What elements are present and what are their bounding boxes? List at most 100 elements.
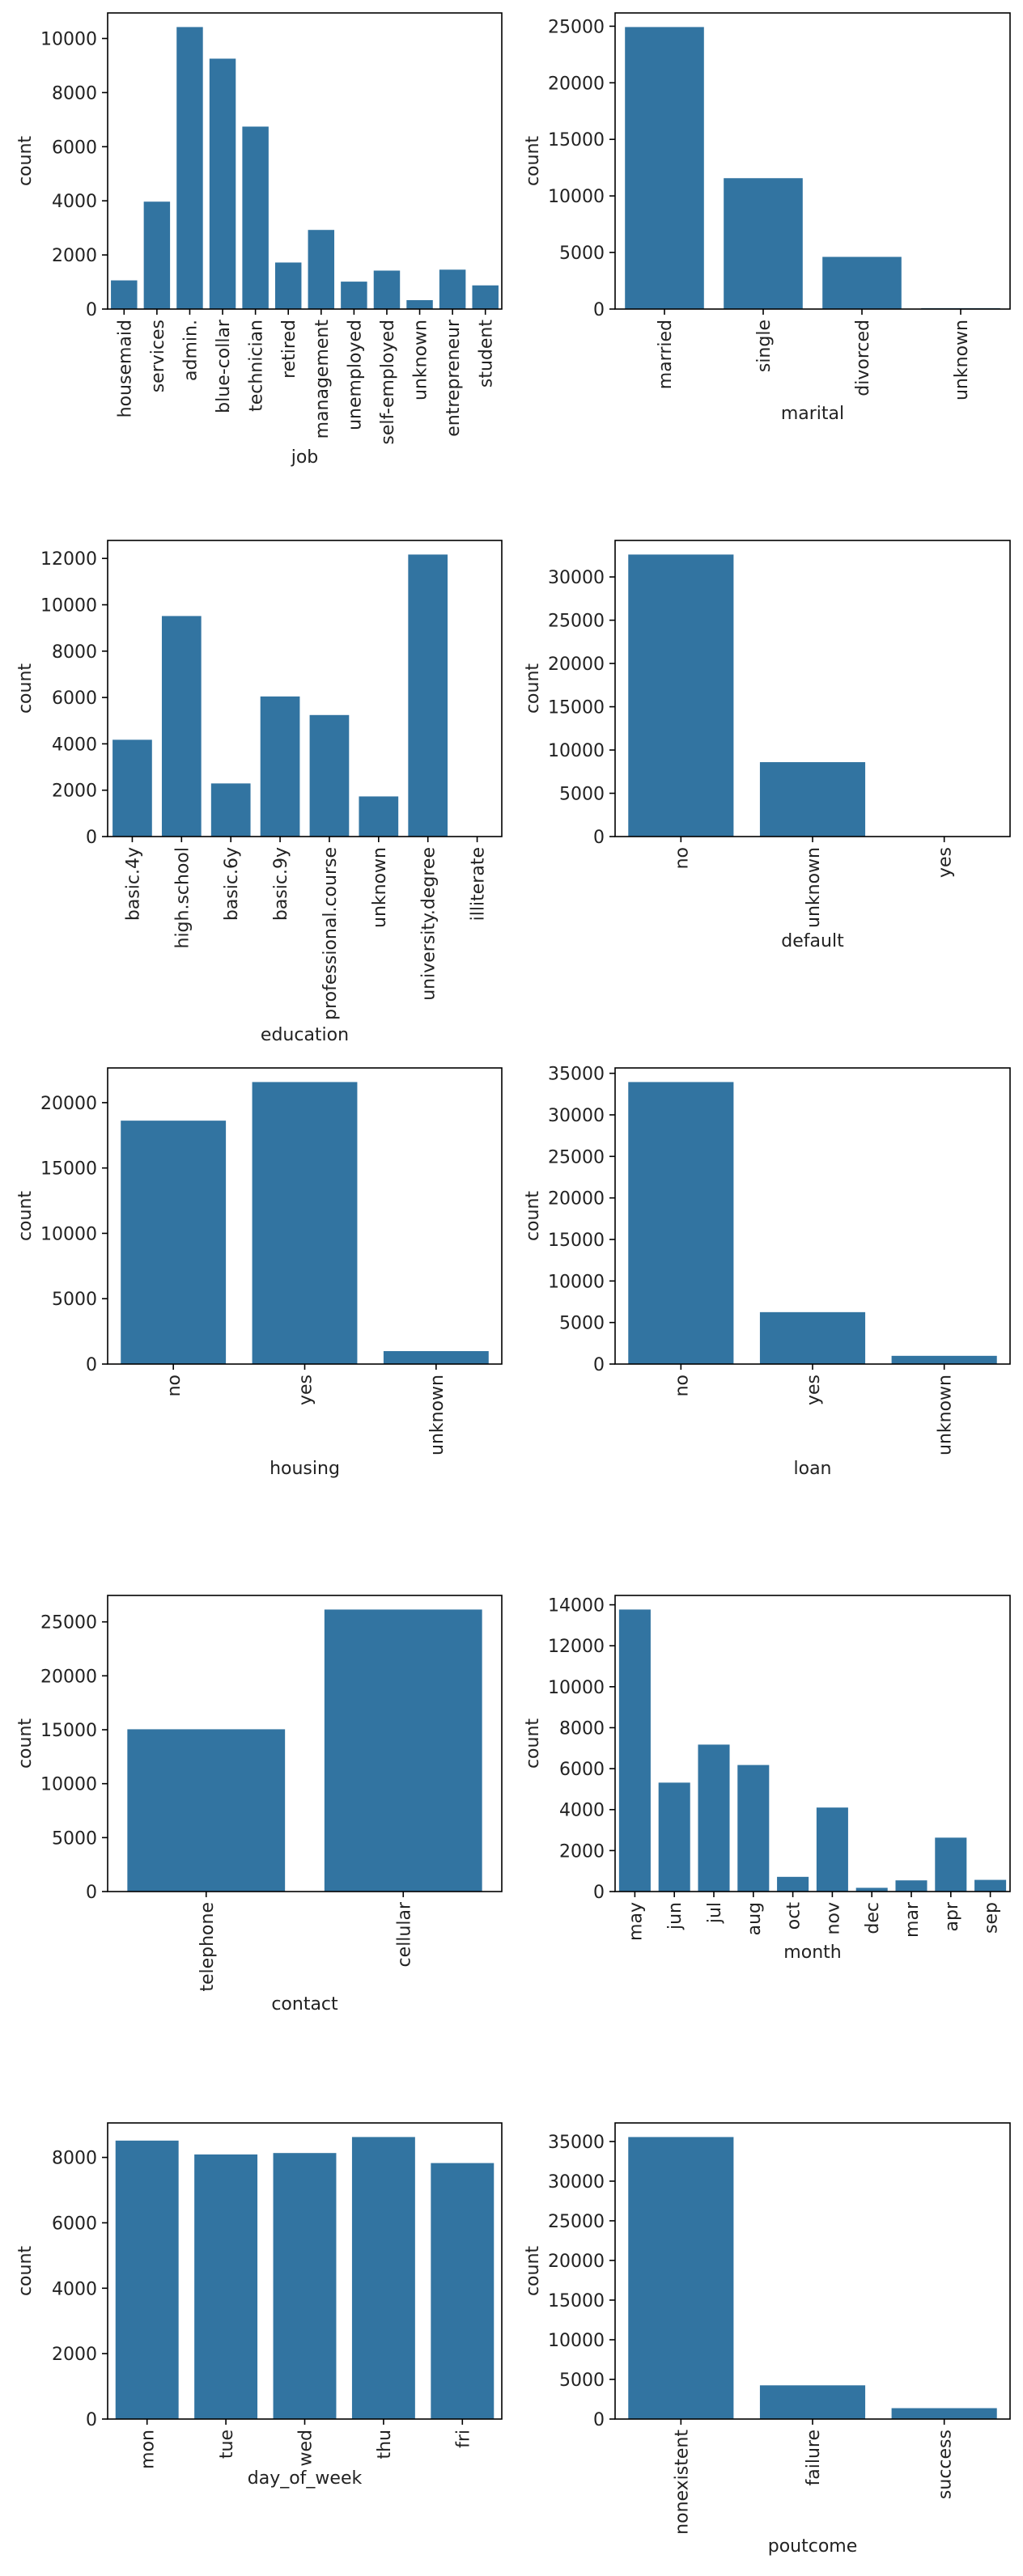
y-tick-label: 2000: [52, 782, 97, 802]
y-tick-label: 4000: [52, 192, 97, 212]
y-axis-label: count: [15, 1191, 36, 1241]
x-tick-label: telephone: [197, 1902, 218, 1992]
y-tick-label: 6000: [559, 1760, 605, 1780]
y-tick-label: 0: [593, 1355, 605, 1375]
bar-education-basic-6y: [210, 783, 251, 837]
y-tick-label: 15000: [548, 130, 605, 150]
y-tick-label: 20000: [548, 655, 605, 675]
y-tick-label: 10000: [40, 596, 97, 616]
bar-housing-no: [121, 1121, 227, 1364]
bar-housing-unknown: [383, 1351, 489, 1364]
y-tick-label: 30000: [548, 568, 605, 588]
axes-frame-job: [107, 12, 503, 310]
x-tick-label: entrepreneur: [444, 319, 464, 437]
bar-marital-single: [724, 178, 803, 309]
x-tick-label: tue: [217, 2430, 237, 2459]
y-tick-label: 2000: [52, 2345, 97, 2365]
x-tick-label: fri: [453, 2430, 473, 2448]
y-tick-label: 5000: [52, 1828, 97, 1849]
y-tick-label: 0: [593, 2410, 605, 2430]
y-tick-label: 15000: [40, 1159, 97, 1180]
y-axis-label: count: [523, 1191, 543, 1241]
x-tick-label: high.school: [172, 847, 193, 949]
y-axis-label: count: [523, 663, 543, 714]
x-tick-label: unknown: [370, 847, 390, 928]
bar-job-admin: [176, 27, 203, 310]
y-tick-label: 10000: [548, 1272, 605, 1292]
x-tick-label: admin.: [180, 320, 201, 381]
y-tick-label: 30000: [548, 2172, 605, 2193]
bar-month-mar: [895, 1880, 927, 1892]
y-tick-label: 5000: [559, 1314, 605, 1334]
y-axis-label: count: [523, 1718, 543, 1769]
y-tick-label: 2000: [52, 246, 97, 266]
bar-housing-yes: [252, 1082, 358, 1364]
axes-frame-month: [614, 1595, 1011, 1892]
bar-education-basic-4y: [112, 739, 152, 837]
x-tick-label: yes: [936, 847, 956, 878]
bar-contact-cellular: [324, 1609, 482, 1892]
x-tick-label: basic.4y: [123, 847, 143, 921]
bar-day-of-week-wed: [273, 2153, 337, 2419]
bar-job-blue-collar: [209, 58, 236, 310]
x-tick-label: self-employed: [378, 320, 398, 445]
bar-education-professional-course: [309, 714, 350, 837]
x-tick-label: university.degree: [419, 847, 439, 1001]
bar-month-sep: [974, 1879, 1007, 1892]
x-tick-label: divorced: [853, 320, 873, 396]
x-tick-label: retired: [279, 320, 299, 379]
x-tick-label: aug: [745, 1902, 765, 1935]
x-tick-label: success: [936, 2430, 956, 2499]
y-tick-label: 30000: [548, 1106, 605, 1126]
y-tick-label: 25000: [548, 1147, 605, 1167]
chart-contact: 0 5000 10000 15000 20000 25000 telephone cellul…: [15, 1595, 503, 2015]
bar-job-self-employed: [373, 270, 401, 309]
x-tick-label: single: [754, 320, 775, 372]
x-tick-label: cellular: [394, 1901, 414, 1967]
x-axis-label: job: [291, 447, 319, 468]
chart-default: 0 5000 10000 15000 20000 25000 30000 no unknown y…: [523, 540, 1011, 951]
x-tick-label: no: [164, 1375, 185, 1396]
y-axis-label: count: [15, 2246, 36, 2296]
x-axis-label: month: [783, 1943, 841, 1963]
chart-month: 0 2000 4000 6000 8000 10000 12000 14000 may jun ju…: [523, 1595, 1011, 1963]
x-tick-label: apr: [942, 1901, 962, 1931]
y-tick-label: 20000: [548, 2252, 605, 2272]
x-tick-label: unknown: [804, 847, 824, 928]
chart-education: 0 2000 4000 6000 8000 10000 12000 basic.4y high.…: [15, 540, 503, 1045]
x-tick-label: no: [672, 1375, 692, 1396]
bar-education-basic-9y: [260, 696, 300, 837]
y-tick-label: 10000: [40, 1775, 97, 1795]
x-tick-label: unknown: [427, 1375, 448, 1455]
bar-day-of-week-thu: [351, 2137, 415, 2419]
x-axis-label: loan: [794, 1459, 832, 1479]
y-tick-label: 20000: [548, 74, 605, 94]
x-axis-label: marital: [781, 404, 844, 424]
x-tick-label: may: [626, 1902, 646, 1941]
bar-default-no: [628, 554, 734, 837]
x-tick-label: unemployed: [345, 320, 365, 430]
bar-job-services: [143, 201, 171, 309]
y-tick-label: 15000: [548, 1231, 605, 1251]
bar-loan-yes: [759, 1311, 866, 1364]
y-tick-label: 12000: [40, 549, 97, 570]
y-tick-label: 4000: [52, 735, 97, 755]
bar-month-jun: [658, 1782, 690, 1892]
bar-job-student: [472, 285, 499, 309]
y-tick-label: 0: [593, 828, 605, 848]
bar-month-jul: [698, 1744, 730, 1892]
x-tick-label: mon: [138, 2430, 159, 2469]
bar-marital-divorced: [822, 256, 902, 309]
x-tick-label: nov: [823, 1902, 843, 1934]
y-tick-label: 0: [86, 300, 97, 320]
x-tick-label: oct: [784, 1902, 804, 1930]
y-tick-label: 15000: [548, 2291, 605, 2311]
y-tick-label: 5000: [559, 785, 605, 805]
y-tick-label: 8000: [52, 2149, 97, 2169]
y-tick-label: 6000: [52, 138, 97, 158]
y-tick-label: 10000: [40, 30, 97, 50]
y-tick-label: 20000: [548, 1189, 605, 1210]
x-tick-label: illiterate: [469, 847, 489, 921]
y-tick-label: 0: [593, 300, 605, 320]
